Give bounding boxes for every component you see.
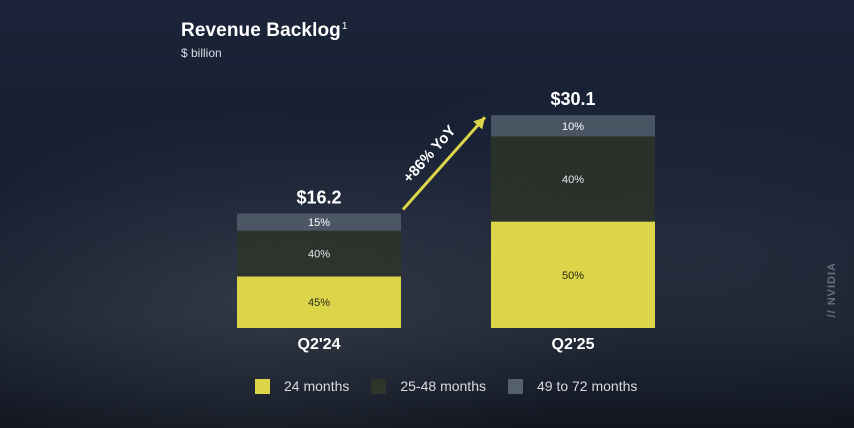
segment-label: 50% <box>562 270 584 282</box>
total-label: $30.1 <box>550 89 595 109</box>
legend-item-24-months: 24 months <box>255 378 349 394</box>
category-label: Q2'25 <box>552 336 595 353</box>
segment-label: 40% <box>308 249 330 261</box>
legend-item-25-48-months: 25-48 months <box>371 378 486 394</box>
legend-label: 49 to 72 months <box>536 378 638 394</box>
legend-swatch-49-72-months <box>507 378 523 394</box>
chart-title-text: Revenue Backlog <box>181 20 341 41</box>
legend-label: 24 months <box>284 378 350 394</box>
bar-segment <box>237 276 401 328</box>
chart-title: Revenue Backlog1 <box>181 20 348 42</box>
legend-item-49-72-months: 49 to 72 months <box>507 378 638 394</box>
growth-arrow-line <box>401 116 487 211</box>
chart-subtitle: $ billion <box>181 46 222 60</box>
category-label: Q2'24 <box>298 336 341 353</box>
segment-label: 45% <box>308 297 330 309</box>
bar-segment <box>237 230 401 277</box>
nvidia-watermark: // NVIDIA <box>826 262 838 318</box>
total-label: $16.2 <box>296 187 341 207</box>
bar-segment <box>491 115 655 137</box>
title-footnote: 1 <box>341 20 348 32</box>
legend-swatch-25-48-months <box>371 378 387 394</box>
segment-label: 40% <box>562 174 584 186</box>
segment-label: 10% <box>562 121 584 133</box>
bar-segment <box>491 221 655 328</box>
bar-segment <box>491 136 655 222</box>
growth-arrow-head <box>473 117 485 130</box>
legend: 24 months 25-48 months 49 to 72 months <box>255 378 659 394</box>
legend-swatch-24-months <box>255 378 270 394</box>
segment-label: 15% <box>308 217 330 229</box>
legend-label: 25-48 months <box>400 378 486 394</box>
bar-segment <box>237 213 401 231</box>
